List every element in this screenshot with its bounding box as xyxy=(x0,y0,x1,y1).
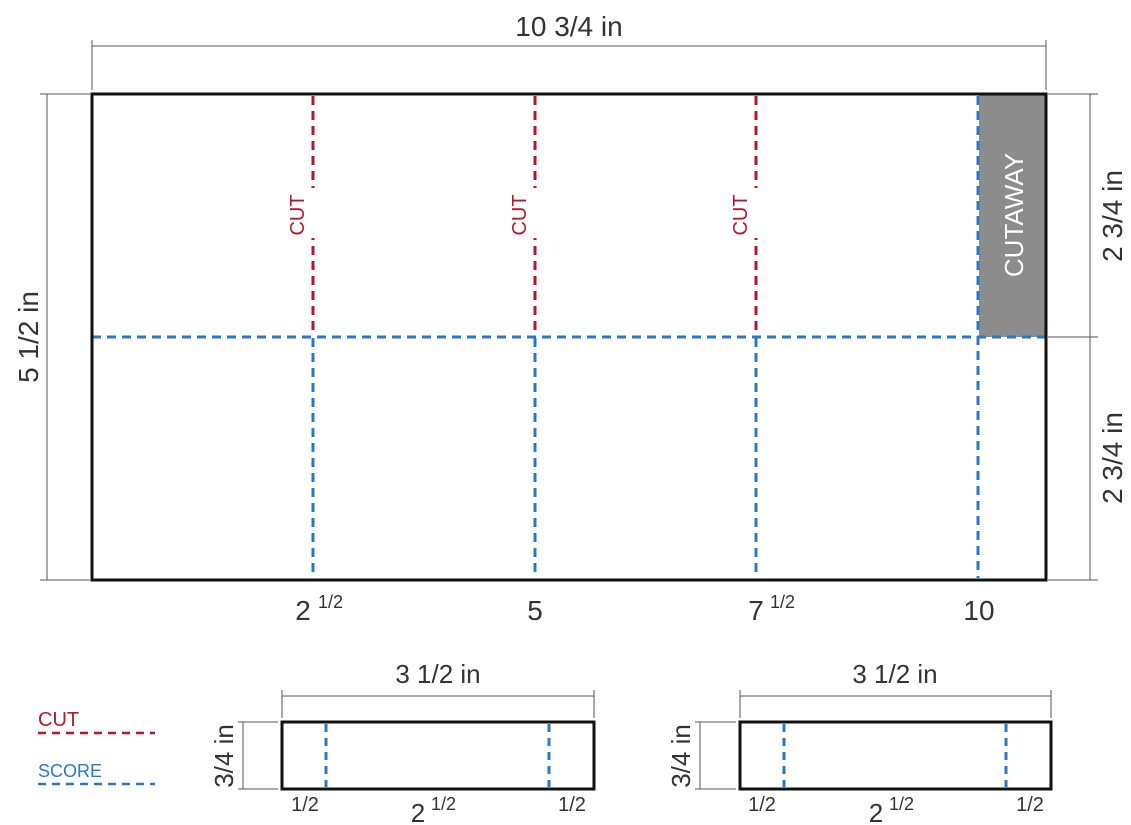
strip-mid-sup: 1/2 xyxy=(431,794,456,814)
upper-half-label: 2 3/4 in xyxy=(1097,170,1128,262)
strip-left-label: 1/2 xyxy=(291,794,319,816)
legend: CUT SCORE xyxy=(38,709,155,786)
tick-label: 2 xyxy=(295,595,311,626)
tick-label: 5 xyxy=(527,595,543,626)
strip-mid-label: 2 xyxy=(869,798,883,825)
strip-right-label: 1/2 xyxy=(1016,794,1044,816)
strip-outline xyxy=(738,720,1053,791)
width-dimension: 10 3/4 in xyxy=(91,11,1047,90)
height-label: 5 1/2 in xyxy=(13,291,44,383)
tick-labels: 2 1/2 5 7 1/2 10 xyxy=(295,592,994,626)
tick-label-sup: 1/2 xyxy=(770,592,795,612)
strip-right-label: 1/2 xyxy=(558,794,586,816)
height-dimension: 5 1/2 in xyxy=(13,93,90,581)
lower-half-label: 2 3/4 in xyxy=(1097,412,1128,504)
tick-label-sup: 1/2 xyxy=(318,592,343,612)
cut-label-1: CUT xyxy=(287,194,309,235)
legend-cut-label: CUT xyxy=(38,709,79,731)
strip-outline xyxy=(280,720,596,791)
cut-label-2: CUT xyxy=(509,194,531,235)
cut-label-3: CUT xyxy=(730,194,752,235)
strip-mid-label: 2 xyxy=(411,798,425,825)
strip-1: 3 1/2 in 3/4 in 1/2 2 1/2 1/2 xyxy=(209,659,596,825)
legend-score-label: SCORE xyxy=(38,761,102,781)
width-label: 10 3/4 in xyxy=(515,11,622,42)
panel-outline xyxy=(90,92,1048,582)
main-panel: CUTAWAY CUT CUT CUT xyxy=(90,92,1048,582)
strip-width-label: 3 1/2 in xyxy=(852,659,937,689)
strip-width-label: 3 1/2 in xyxy=(395,659,480,689)
strip-height-label: 3/4 in xyxy=(666,724,696,788)
strip-height-label: 3/4 in xyxy=(209,724,239,788)
strip-mid-sup: 1/2 xyxy=(889,794,914,814)
right-dimensions: 2 3/4 in 2 3/4 in xyxy=(1048,93,1128,581)
strip-left-label: 1/2 xyxy=(748,794,776,816)
cutaway-region xyxy=(979,94,1046,337)
cutaway-label: CUTAWAY xyxy=(999,153,1029,277)
tick-label: 7 xyxy=(748,595,764,626)
tick-label: 10 xyxy=(963,595,994,626)
strip-2: 3 1/2 in 3/4 in 1/2 2 1/2 1/2 xyxy=(666,659,1053,825)
